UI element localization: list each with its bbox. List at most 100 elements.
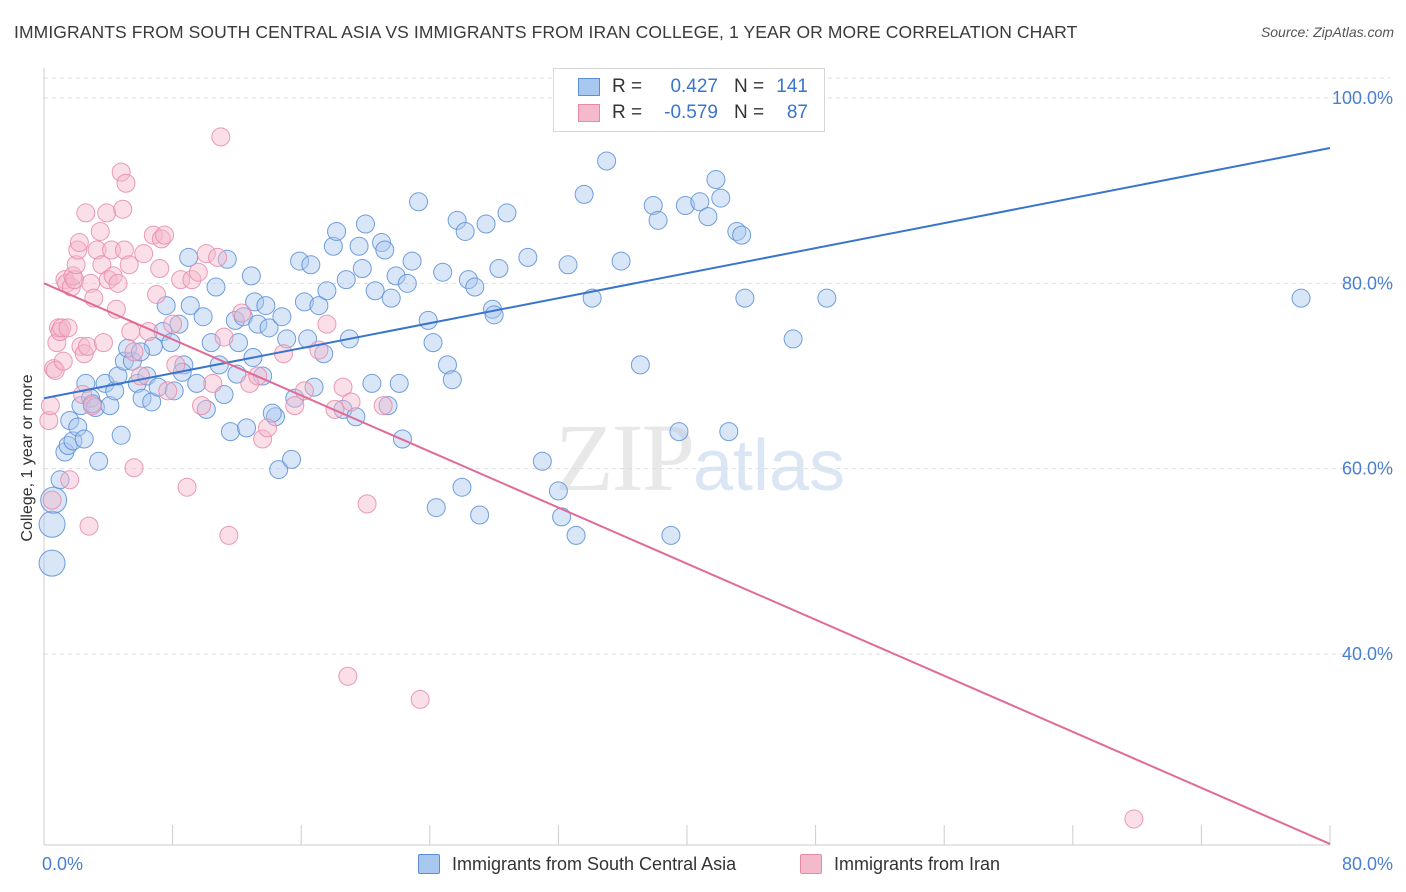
blue-data-point	[783, 329, 803, 349]
pink-data-point	[93, 333, 113, 353]
chart-title: IMMIGRANTS FROM SOUTH CENTRAL ASIA VS IM…	[14, 22, 1078, 42]
pink-data-point	[39, 410, 59, 430]
source-credit: Source: ZipAtlas.com	[1260, 24, 1394, 40]
pink-data-point	[155, 225, 175, 245]
pink-data-point	[52, 318, 72, 338]
pink-data-point	[124, 458, 144, 478]
blue-data-point	[60, 410, 80, 430]
pink-data-point	[134, 244, 154, 264]
blue-data-point	[132, 388, 152, 408]
pink-data-point	[150, 259, 170, 279]
pink-data-point	[65, 270, 85, 290]
blue-data-point	[256, 296, 276, 316]
blue-data-point	[597, 151, 617, 171]
data-points	[38, 127, 1311, 829]
blue-data-point	[241, 266, 261, 286]
blue-data-point	[74, 429, 94, 449]
pink-data-point	[208, 247, 228, 267]
legend-n-value: 87	[786, 102, 808, 123]
pink-data-point	[166, 355, 186, 375]
blue-data-point	[611, 251, 631, 271]
blue-data-point	[582, 288, 602, 308]
series-label-blue: Immigrants from South Central Asia	[452, 853, 737, 874]
legend-r-value: -0.579	[664, 102, 718, 123]
blue-data-point	[269, 460, 289, 480]
blue-data-point	[365, 281, 385, 301]
blue-data-point	[217, 249, 237, 269]
blue-data-point	[418, 310, 438, 330]
trend-lines	[43, 147, 1331, 845]
pink-data-point	[257, 418, 277, 438]
series-legend-pink: Immigrants from Iran	[800, 851, 1000, 877]
blue-data-point	[336, 270, 356, 290]
blue-data-point	[735, 288, 755, 308]
pink-data-point	[76, 203, 96, 223]
pink-data-point	[219, 525, 239, 545]
pink-data-point	[119, 255, 139, 275]
pink-data-point	[58, 318, 78, 338]
legend-r-label: R =	[612, 76, 643, 97]
blue-data-point	[362, 373, 382, 393]
legend-row-pink: R = -0.579 N = 87	[578, 100, 808, 126]
pink-data-point	[182, 270, 202, 290]
series-legend-blue: Immigrants from South Central Asia	[418, 851, 736, 877]
blue-data-point	[566, 525, 586, 545]
blue-data-point	[630, 355, 650, 375]
blue-data-point	[327, 221, 347, 241]
pink-data-point	[317, 314, 337, 334]
blue-data-point	[458, 270, 478, 290]
blue-data-point	[470, 505, 490, 525]
blue-data-point	[648, 210, 668, 230]
blue-data-point	[85, 398, 105, 418]
y-axis-label: College, 1 year or more	[19, 374, 36, 541]
blue-data-point	[76, 373, 96, 393]
pink-data-point	[114, 240, 134, 260]
blue-data-point	[352, 259, 372, 279]
blue-data-point	[317, 281, 337, 301]
blue-data-point	[301, 255, 321, 275]
pink-data-point	[40, 396, 60, 416]
pink-data-point	[77, 336, 97, 356]
pink-data-point	[232, 303, 252, 323]
y-tick-label: 100.0%	[1332, 88, 1393, 108]
blue-data-point	[455, 221, 475, 241]
pink-data-point	[357, 494, 377, 514]
pink-data-point	[121, 322, 141, 342]
blue-data-point	[397, 273, 417, 293]
pink-data-point	[341, 392, 361, 412]
pink-data-point	[151, 229, 171, 249]
blue-data-point	[111, 425, 131, 445]
pink-data-point	[79, 516, 99, 536]
blue-data-point	[378, 396, 398, 416]
pink-data-point	[188, 262, 208, 282]
blue-data-point	[349, 236, 369, 256]
pink-data-point	[203, 373, 223, 393]
blue-data-point	[574, 184, 594, 204]
blue-data-point	[497, 203, 517, 223]
pink-data-point	[240, 373, 260, 393]
pink-data-point	[177, 477, 197, 497]
blue-data-point	[38, 549, 66, 577]
blue-data-point	[50, 470, 70, 490]
legend-row-blue: R = 0.427 N = 141	[578, 74, 808, 100]
legend-r-label: R =	[612, 102, 643, 123]
legend-n-label: N =	[734, 102, 765, 123]
pink-data-point	[333, 377, 353, 397]
legend-n-label: N =	[734, 76, 765, 97]
blue-data-point	[206, 277, 226, 297]
axes	[43, 68, 1331, 846]
blue-data-point	[294, 292, 314, 312]
pink-data-point	[116, 173, 136, 193]
blue-data-point	[245, 292, 265, 312]
blue-data-point	[817, 288, 837, 308]
blue-data-point	[169, 314, 189, 334]
blue-data-point	[447, 210, 467, 230]
blue-data-point	[548, 481, 568, 501]
pink-data-point	[373, 396, 393, 416]
pink-data-point	[1124, 809, 1144, 829]
pink-data-point	[147, 284, 167, 304]
pink-data-point	[253, 429, 273, 449]
pink-data-point	[130, 366, 150, 386]
blue-data-point	[675, 195, 695, 215]
